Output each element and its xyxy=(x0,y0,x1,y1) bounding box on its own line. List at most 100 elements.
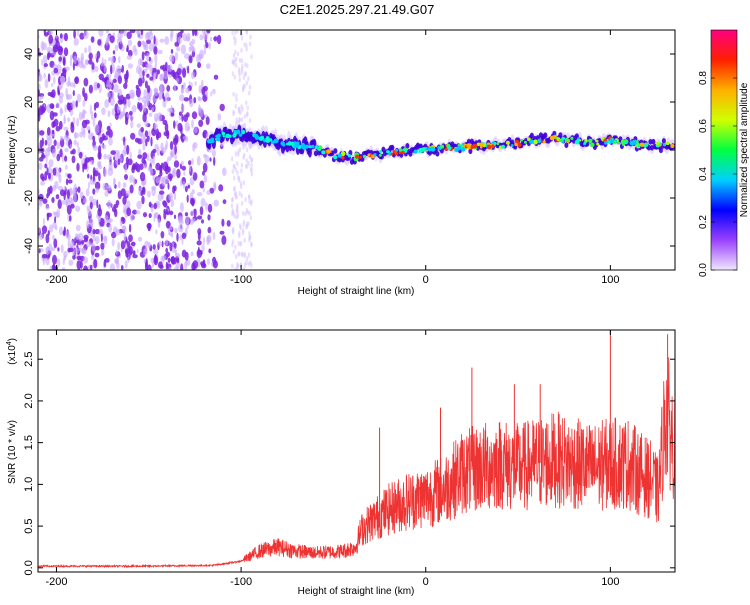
noise-speckle xyxy=(222,167,227,176)
noise-speckle xyxy=(88,84,93,94)
signal-peak xyxy=(221,131,226,136)
noise-speckle xyxy=(197,62,202,69)
noise-speckle xyxy=(188,160,192,166)
noise-speckle xyxy=(185,87,190,94)
noise-speckle xyxy=(249,34,252,40)
noise-speckle xyxy=(52,120,56,128)
noise-speckle xyxy=(118,56,121,64)
noise-speckle xyxy=(38,113,41,122)
noise-speckle xyxy=(75,100,78,108)
noise-speckle xyxy=(131,105,137,113)
noise-speckle xyxy=(192,30,195,37)
noise-speckle xyxy=(248,118,252,123)
noise-speckle xyxy=(250,167,253,173)
noise-speckle xyxy=(183,97,190,102)
signal-peak xyxy=(216,137,221,142)
noise-speckle xyxy=(206,258,211,265)
noise-speckle xyxy=(107,185,112,192)
noise-speckle xyxy=(70,121,74,128)
noise-speckle xyxy=(46,126,51,136)
signal-peak xyxy=(296,144,300,148)
noise-speckle xyxy=(170,112,175,117)
noise-speckle xyxy=(110,150,116,156)
noise-speckle xyxy=(142,42,148,48)
noise-speckle xyxy=(165,247,168,254)
signal-peak xyxy=(398,151,402,155)
noise-speckle xyxy=(43,63,48,68)
noise-speckle xyxy=(180,44,187,55)
noise-speckle xyxy=(197,246,200,256)
noise-speckle xyxy=(89,264,93,270)
signal-peak xyxy=(640,142,645,147)
noise-speckle xyxy=(153,255,159,266)
noise-speckle xyxy=(51,247,56,251)
noise-speckle xyxy=(218,184,224,192)
noise-speckle xyxy=(190,251,194,257)
signal-peak xyxy=(542,140,546,144)
noise-speckle xyxy=(231,211,234,217)
noise-speckle xyxy=(110,64,113,75)
noise-speckle xyxy=(193,142,198,149)
noise-speckle xyxy=(174,51,179,61)
noise-speckle xyxy=(202,170,205,176)
noise-speckle xyxy=(235,214,238,220)
noise-speckle xyxy=(111,89,115,100)
noise-speckle xyxy=(169,225,173,230)
noise-speckle xyxy=(103,153,107,160)
noise-speckle xyxy=(200,79,204,89)
noise-speckle xyxy=(69,143,73,150)
noise-speckle xyxy=(165,220,171,229)
noise-speckle xyxy=(135,210,141,215)
noise-speckle xyxy=(48,159,54,168)
noise-speckle xyxy=(154,213,159,219)
noise-speckle xyxy=(167,257,171,263)
noise-speckle xyxy=(136,200,142,210)
noise-speckle xyxy=(207,226,212,234)
signal-core-mark xyxy=(658,147,663,154)
noise-speckle xyxy=(219,103,225,112)
signal-peak xyxy=(496,142,500,146)
signal-peak xyxy=(624,141,627,144)
noise-speckle xyxy=(122,196,127,205)
noise-speckle xyxy=(247,261,250,267)
signal-peak xyxy=(314,145,318,149)
noise-speckle xyxy=(153,112,159,122)
noise-speckle xyxy=(91,243,96,252)
noise-speckle xyxy=(38,83,41,91)
noise-speckle xyxy=(129,213,134,222)
noise-speckle xyxy=(245,100,248,106)
snr-data xyxy=(38,330,675,569)
signal-peak xyxy=(235,129,241,135)
noise-speckle xyxy=(59,108,64,114)
noise-speckle xyxy=(41,253,48,259)
noise-speckle xyxy=(140,59,143,66)
noise-speckle xyxy=(71,100,76,109)
noise-speckle xyxy=(46,212,50,221)
noise-speckle xyxy=(68,247,74,253)
noise-speckle xyxy=(184,185,188,193)
noise-speckle xyxy=(243,237,246,243)
noise-speckle xyxy=(169,141,174,150)
noise-speckle xyxy=(250,157,253,163)
noise-speckle xyxy=(144,163,147,169)
noise-speckle xyxy=(173,242,177,249)
noise-speckle xyxy=(141,195,145,205)
noise-speckle xyxy=(50,104,55,109)
noise-speckle xyxy=(61,267,66,270)
noise-speckle xyxy=(104,215,109,224)
snr-frame xyxy=(37,329,676,573)
noise-speckle xyxy=(163,201,168,208)
noise-speckle xyxy=(236,161,239,166)
noise-speckle xyxy=(78,232,84,242)
signal-core-mark xyxy=(468,148,473,155)
noise-speckle xyxy=(146,190,151,198)
noise-speckle xyxy=(200,250,203,255)
noise-speckle xyxy=(127,49,133,57)
noise-speckle xyxy=(90,159,95,166)
noise-speckle xyxy=(63,135,69,141)
noise-speckle xyxy=(41,225,48,234)
noise-speckle xyxy=(210,91,213,97)
noise-speckle xyxy=(244,197,247,203)
noise-speckle xyxy=(68,259,74,266)
noise-speckle xyxy=(247,76,250,82)
